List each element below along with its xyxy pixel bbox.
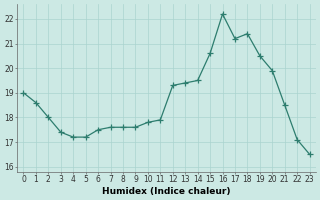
X-axis label: Humidex (Indice chaleur): Humidex (Indice chaleur) bbox=[102, 187, 231, 196]
